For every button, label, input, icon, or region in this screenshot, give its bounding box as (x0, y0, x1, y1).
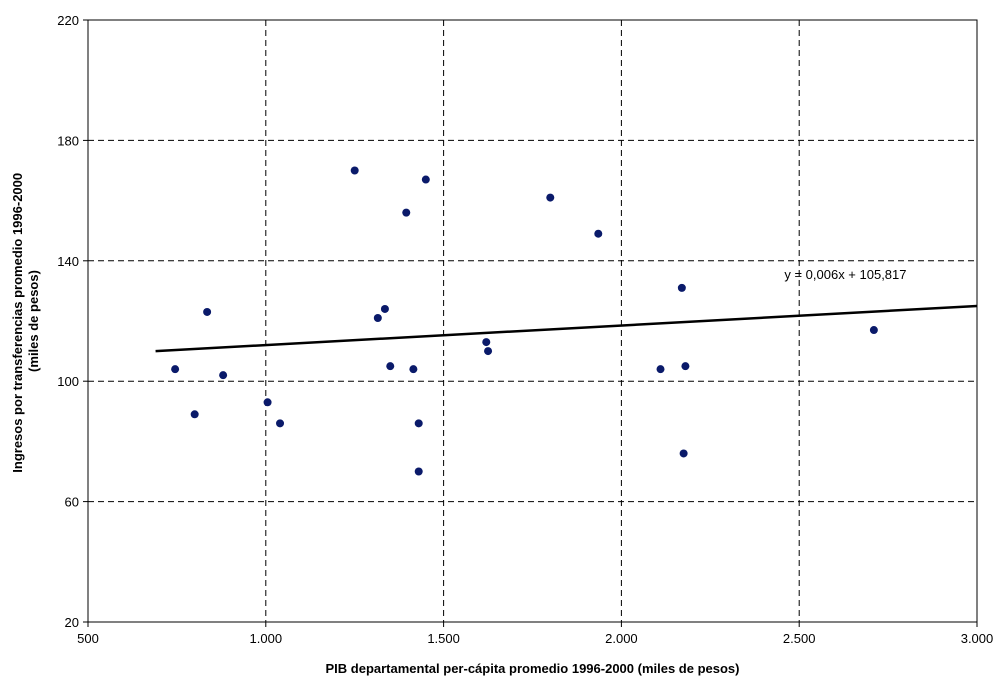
y-tick-label: 100 (57, 374, 79, 389)
data-point (679, 449, 688, 458)
data-point (219, 371, 228, 380)
data-point (546, 193, 555, 202)
y-axis-title: Ingresos por transferencias promedio 199… (10, 169, 41, 472)
y-tick-label: 60 (65, 495, 79, 510)
x-tick-label: 2.000 (605, 631, 638, 646)
x-tick-label: 2.500 (783, 631, 816, 646)
y-axis-title-line-1: Ingresos por transferencias promedio 199… (10, 173, 25, 473)
data-point (171, 365, 180, 374)
data-point (276, 419, 285, 428)
y-axis-title-line-2: (miles de pesos) (26, 270, 41, 372)
data-point (380, 304, 389, 313)
trendline-equation: y = 0,006x + 105,817 (784, 267, 906, 282)
trendline (155, 304, 978, 353)
x-tick-label: 1.000 (250, 631, 283, 646)
data-point (190, 410, 199, 419)
data-point (203, 307, 212, 316)
x-axis-title: PIB departamental per-cápita promedio 19… (326, 661, 740, 676)
plot-area-frame (87, 19, 978, 623)
y-tick-label: 180 (57, 133, 79, 148)
y-tick-label: 140 (57, 254, 79, 269)
data-points (171, 166, 878, 476)
data-point (421, 175, 430, 184)
data-point (414, 467, 423, 476)
grid-lines (88, 20, 977, 622)
data-point (484, 347, 493, 356)
data-point (681, 362, 690, 371)
data-point (594, 229, 603, 238)
data-point (402, 208, 411, 217)
data-point (677, 283, 686, 292)
data-point (482, 338, 491, 347)
data-point (409, 365, 418, 374)
y-tick-label: 220 (57, 13, 79, 28)
data-point (869, 326, 878, 335)
x-tick-label: 3.000 (961, 631, 993, 646)
data-point (350, 166, 359, 175)
x-tick-label: 1.500 (427, 631, 460, 646)
x-tick-label: 500 (77, 631, 99, 646)
y-tick-label: 20 (65, 615, 79, 630)
data-point (386, 362, 395, 371)
axis-ticks: 500 1.000 1.500 2.000 2.500 3.000 20 60 100 140 18… (57, 13, 993, 646)
data-point (373, 313, 382, 322)
data-point (263, 398, 272, 407)
data-point (414, 419, 423, 428)
data-point (656, 365, 665, 374)
